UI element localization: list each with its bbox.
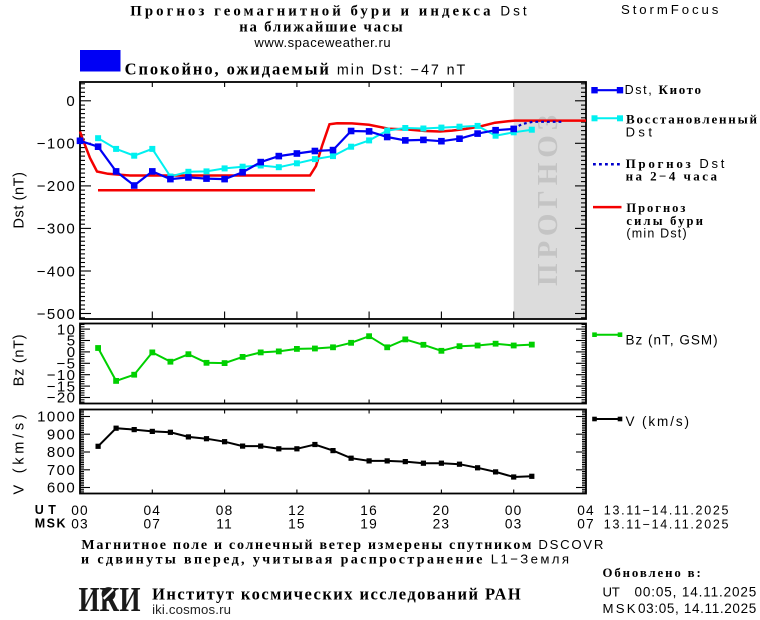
svg-text:20: 20 [433,503,451,518]
svg-text:StormFocus: StormFocus [621,2,721,17]
svg-text:13.11−14.11.2025: 13.11−14.11.2025 [604,503,730,517]
svg-text:Dst: Dst [626,125,656,140]
svg-text:08: 08 [216,503,234,518]
svg-text:800: 800 [47,444,76,461]
svg-text:16: 16 [360,503,378,518]
svg-text:V (km/s): V (km/s) [12,411,28,495]
svg-text:(min Dst): (min Dst) [626,226,687,240]
svg-text:UT: UT [35,503,61,517]
svg-text:−200: −200 [37,178,76,195]
svg-text:04: 04 [143,503,161,518]
svg-text:Обновлено в:: Обновлено в: [603,566,703,580]
svg-text:−400: −400 [37,263,76,280]
svg-text:23: 23 [433,516,451,531]
svg-text:Прогноз: Прогноз [626,201,687,215]
svg-text:ПРОГНОЗ: ПРОГНОЗ [532,110,564,286]
svg-text:0: 0 [66,93,76,110]
svg-text:Прогноз Dst: Прогноз Dst [626,156,727,171]
svg-text:на ближайшие часы: на ближайшие часы [239,20,404,36]
svg-text:19: 19 [360,516,378,531]
svg-text:iki.cosmos.ru: iki.cosmos.ru [152,602,231,617]
svg-text:Dst (nT): Dst (nT) [12,172,28,229]
svg-text:07: 07 [577,516,595,531]
svg-text:00: 00 [71,503,89,518]
svg-text:00: 00 [505,503,523,518]
svg-text:UT: UT [603,585,620,600]
svg-text:03:05, 14.11.2025: 03:05, 14.11.2025 [638,601,757,616]
svg-text:Спокойно, ожидаемый min Dst: −: Спокойно, ожидаемый min Dst: −47 nT [125,59,468,78]
svg-text:−100: −100 [37,136,76,153]
svg-text:−5: −5 [57,356,77,373]
svg-text:−15: −15 [47,378,77,395]
svg-text:и сдвинуты вперед, учитывая ра: и сдвинуты вперед, учитывая распростране… [81,551,571,567]
svg-text:03: 03 [71,516,89,531]
svg-text:Магнитное поле и солнечный вет: Магнитное поле и солнечный ветер измерен… [81,537,605,553]
svg-text:0: 0 [67,344,77,361]
svg-text:900: 900 [47,426,76,443]
svg-text:Прогноз геомагнитной бури и ин: Прогноз геомагнитной бури и индекса Dst [130,4,529,20]
svg-text:11: 11 [216,516,233,531]
svg-text:700: 700 [47,462,76,479]
svg-text:Bz (nT): Bz (nT) [12,334,28,387]
svg-text:03: 03 [505,516,523,531]
svg-text:07: 07 [143,516,161,531]
svg-text:Dst, Киото: Dst, Киото [625,82,703,97]
svg-text:−300: −300 [37,221,76,238]
svg-text:MSK: MSK [603,601,638,616]
svg-text:04: 04 [577,503,595,518]
svg-text:силы бури: силы бури [626,214,705,228]
svg-text:V (km/s): V (km/s) [626,414,691,429]
svg-text:MSK: MSK [35,516,67,530]
svg-text:15: 15 [288,516,306,531]
svg-text:Восстановленный: Восстановленный [626,112,759,127]
svg-text:−10: −10 [47,367,77,384]
svg-text:1000: 1000 [37,409,76,426]
svg-text:12: 12 [288,503,306,518]
svg-text:13.11−14.11.2025: 13.11−14.11.2025 [604,518,730,532]
svg-text:Институт космических исследова: Институт космических исследований РАН [152,584,522,603]
svg-text:www.spaceweather.ru: www.spaceweather.ru [253,35,391,50]
svg-text:на 2−4 часа: на 2−4 часа [626,168,720,183]
svg-text:Bz (nT, GSM): Bz (nT, GSM) [626,332,719,347]
svg-text:600: 600 [47,480,76,497]
svg-text:00:05, 14.11.2025: 00:05, 14.11.2025 [635,585,758,600]
svg-text:−20: −20 [47,390,77,407]
svg-text:−500: −500 [37,306,76,323]
svg-text:5: 5 [67,333,77,350]
svg-text:10: 10 [57,321,77,338]
